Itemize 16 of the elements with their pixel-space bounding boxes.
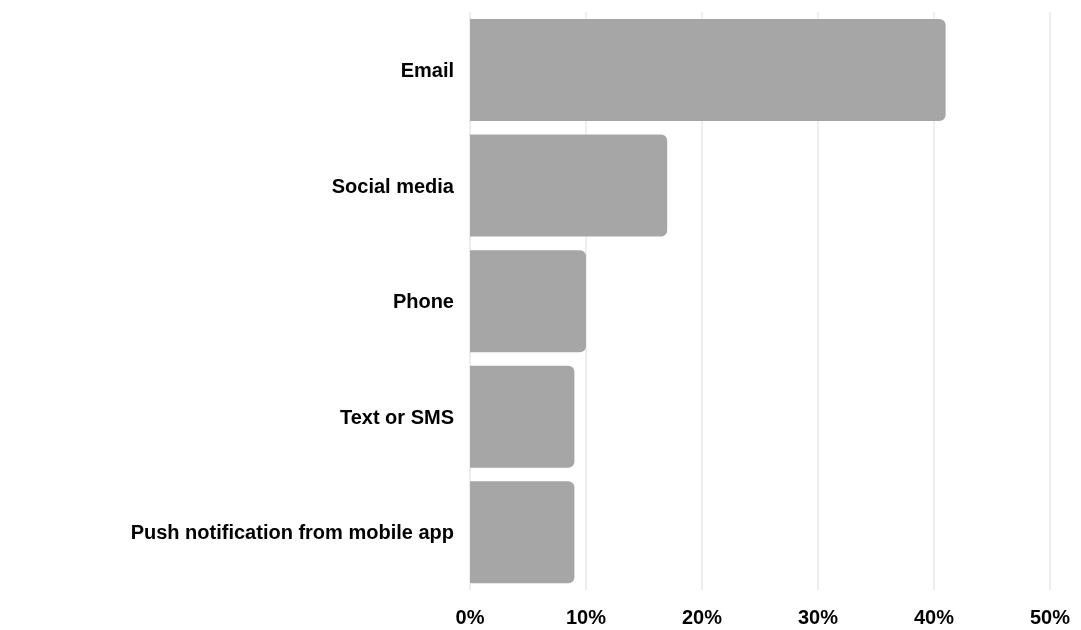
bar — [470, 481, 575, 584]
x-tick-label: 40% — [913, 606, 955, 629]
x-tick-label: 10% — [565, 606, 607, 629]
bar — [470, 18, 946, 121]
y-tick-label: Email — [400, 58, 454, 81]
x-tick-label: 0% — [455, 606, 485, 629]
x-tick-label: 50% — [1029, 606, 1071, 629]
bar — [470, 250, 586, 353]
y-tick-label: Push notification from mobile app — [130, 521, 454, 544]
y-tick-label: Social media — [331, 174, 455, 197]
x-tick-label: 20% — [681, 606, 723, 629]
y-tick-label: Phone — [392, 290, 454, 313]
bar — [470, 134, 668, 237]
y-tick-label: Text or SMS — [339, 405, 454, 428]
bar — [470, 365, 575, 468]
x-tick-label: 30% — [797, 606, 839, 629]
